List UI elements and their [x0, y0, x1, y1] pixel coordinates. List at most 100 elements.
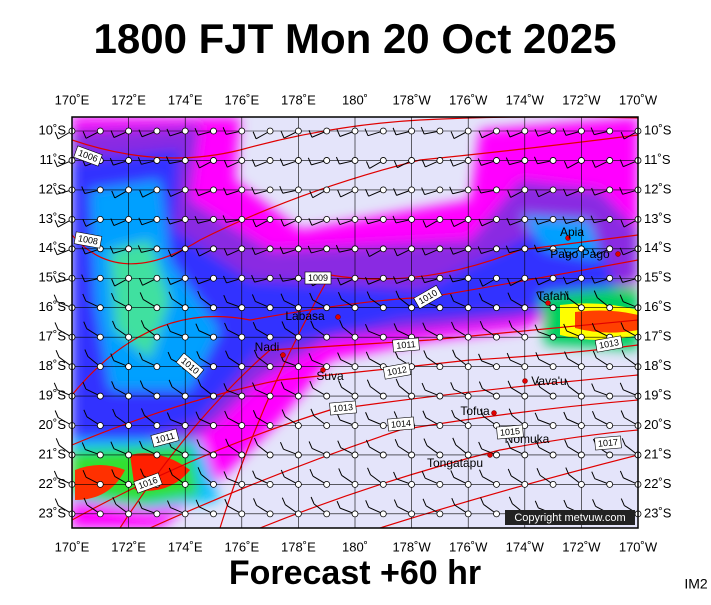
lat-label-left: 18˚S	[39, 358, 67, 373]
lon-label-top: 180˚	[342, 92, 368, 107]
lat-label-right: 19˚S	[644, 387, 672, 402]
isobar-label: 1013	[598, 337, 619, 350]
place-label: Tofua	[460, 404, 490, 418]
isobar-label-box	[73, 145, 103, 167]
lon-label-bottom: 172˚E	[111, 539, 146, 554]
lon-label-top: 170˚W	[619, 92, 658, 107]
place-dot	[545, 300, 551, 306]
lat-label-right: 22˚S	[644, 476, 672, 491]
isobar-label: 1011	[396, 339, 416, 351]
lat-label-left: 23˚S	[39, 505, 67, 520]
wind-barbs	[53, 126, 642, 518]
lat-label-right: 20˚S	[644, 417, 672, 432]
place-label: Tafahi	[537, 289, 569, 303]
lat-label-left: 19˚S	[39, 387, 67, 402]
isobar-label-box	[382, 362, 412, 380]
isobar-label-box	[392, 337, 420, 353]
place-dot	[565, 235, 571, 241]
lon-label-bottom: 178˚E	[281, 539, 316, 554]
place-label: Vava'u	[531, 374, 566, 388]
place-label: Tongatapu	[427, 456, 483, 470]
isobar-label-box	[387, 416, 415, 432]
subtitle: Forecast +60 hr	[229, 554, 481, 592]
lon-label-top: 176˚W	[449, 92, 488, 107]
place-label: Apia	[560, 225, 584, 239]
place-dot	[280, 352, 286, 358]
lon-label-bottom: 178˚W	[392, 539, 431, 554]
lat-label-left: 20˚S	[39, 417, 67, 432]
isobar-label-box	[73, 231, 103, 249]
isobar-label-box	[496, 424, 524, 440]
copyright-box	[505, 510, 635, 525]
lat-label-left: 12˚S	[39, 181, 67, 196]
map-frame	[71, 116, 639, 529]
lon-label-top: 176˚E	[224, 92, 259, 107]
lat-label-left: 14˚S	[39, 240, 67, 255]
place-dot	[522, 378, 528, 384]
lon-label-bottom: 180˚	[342, 539, 368, 554]
isobar-label-box	[594, 335, 624, 353]
lat-label-right: 14˚S	[644, 240, 672, 255]
lon-label-bottom: 176˚W	[449, 539, 488, 554]
isobar-label: 1017	[598, 437, 619, 449]
isobar-label: 1011	[154, 431, 175, 446]
lon-label-bottom: 174˚W	[506, 539, 545, 554]
place-label: Labasa	[285, 309, 325, 323]
place-label: Pago Pago	[550, 247, 610, 261]
place-label: Suva	[316, 369, 344, 383]
isobar-label: 1008	[77, 233, 98, 246]
isobar-label-box	[175, 352, 205, 380]
place-dot	[615, 251, 621, 257]
copyright: Copyright metvuw.com	[514, 512, 625, 524]
lat-label-right: 18˚S	[644, 358, 672, 373]
lon-label-bottom: 170˚E	[55, 539, 90, 554]
lon-label-bottom: 172˚W	[562, 539, 601, 554]
isobar-label-box	[150, 428, 180, 448]
place-dot	[335, 314, 341, 320]
lon-label-top: 178˚W	[392, 92, 431, 107]
lat-label-right: 15˚S	[644, 270, 672, 285]
lat-label-left: 16˚S	[39, 299, 67, 314]
lat-label-left: 13˚S	[39, 211, 67, 226]
lon-label-bottom: 170˚W	[619, 539, 658, 554]
isobar-label-box	[413, 284, 443, 310]
isobar-label-box	[594, 435, 622, 451]
lat-label-right: 11˚S	[644, 152, 671, 167]
lat-label-right: 23˚S	[644, 505, 672, 520]
lat-label-left: 17˚S	[39, 329, 67, 344]
lon-label-bottom: 174˚E	[168, 539, 203, 554]
lat-label-right: 13˚S	[644, 211, 672, 226]
isobar-label: 1013	[333, 402, 354, 414]
lat-label-right: 21˚S	[644, 446, 672, 461]
isobar-label-box	[133, 472, 163, 494]
place-dot	[320, 367, 326, 373]
lat-label-right: 17˚S	[644, 329, 672, 344]
place-dot	[487, 452, 493, 458]
lat-label-left: 11˚S	[40, 152, 67, 167]
lat-label-right: 12˚S	[644, 181, 672, 196]
place-label: Nadi	[255, 340, 280, 354]
lon-label-top: 174˚E	[168, 92, 203, 107]
isobar-label-box	[304, 271, 332, 285]
lat-label-left: 15˚S	[39, 270, 67, 285]
lat-label-right: 10˚S	[644, 122, 672, 137]
isobar-label: 1015	[500, 426, 521, 438]
lat-label-right: 16˚S	[644, 299, 672, 314]
lat-label-left: 10˚S	[39, 122, 67, 137]
lon-label-top: 170˚E	[55, 92, 90, 107]
isobar-label: 1012	[386, 364, 407, 377]
isobar-label: 1014	[391, 418, 412, 430]
lat-label-left: 21˚S	[39, 446, 67, 461]
lon-label-top: 172˚E	[111, 92, 146, 107]
isobar-label-box	[329, 400, 357, 416]
lon-label-bottom: 176˚E	[224, 539, 259, 554]
lon-label-top: 178˚E	[281, 92, 316, 107]
title: 1800 FJT Mon 20 Oct 2025	[94, 15, 617, 62]
place-dot	[491, 410, 497, 416]
isobar-label: 1009	[308, 273, 328, 283]
image-code: IM2	[684, 576, 708, 592]
lon-label-top: 172˚W	[562, 92, 601, 107]
lon-label-top: 174˚W	[506, 92, 545, 107]
lat-label-left: 22˚S	[39, 476, 67, 491]
